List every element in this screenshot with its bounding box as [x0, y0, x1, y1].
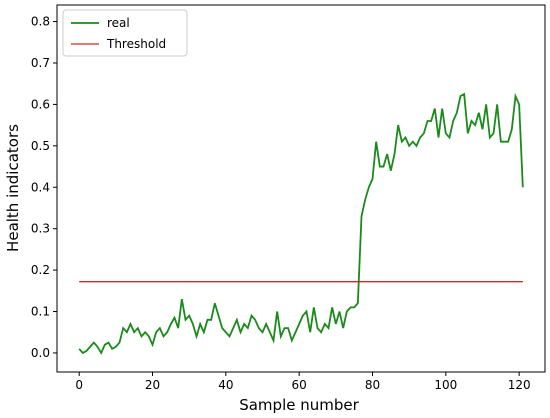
- y-tick-label: 0.7: [31, 56, 50, 70]
- y-tick-label: 0.5: [31, 139, 50, 153]
- y-tick-label: 0.3: [31, 222, 50, 236]
- x-tick-label: 120: [508, 378, 531, 392]
- x-tick-label: 100: [434, 378, 457, 392]
- x-tick-label: 80: [365, 378, 380, 392]
- x-tick-label: 60: [292, 378, 307, 392]
- plot-frame: [56, 4, 546, 373]
- y-tick-label: 0.6: [31, 97, 50, 111]
- legend-label: Threshold: [106, 37, 166, 51]
- x-tick-label: 0: [75, 378, 83, 392]
- x-tick-label: 40: [218, 378, 233, 392]
- y-tick-label: 0.8: [31, 15, 50, 29]
- y-tick-label: 0.4: [31, 180, 50, 194]
- x-axis-label: Sample number: [239, 396, 359, 414]
- legend-label: real: [107, 16, 130, 30]
- series-line: [78, 92, 524, 355]
- y-axis-label: Health indicators: [4, 124, 22, 252]
- y-tick-label: 0.0: [31, 346, 50, 360]
- y-tick-label: 0.2: [31, 263, 50, 277]
- y-tick-label: 0.1: [31, 305, 50, 319]
- x-tick-label: 20: [145, 378, 160, 392]
